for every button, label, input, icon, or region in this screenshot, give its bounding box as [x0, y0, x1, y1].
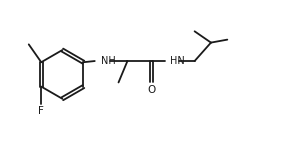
Text: O: O: [148, 85, 156, 95]
Text: F: F: [38, 106, 44, 116]
Text: HN: HN: [170, 56, 185, 66]
Text: NH: NH: [101, 56, 115, 66]
